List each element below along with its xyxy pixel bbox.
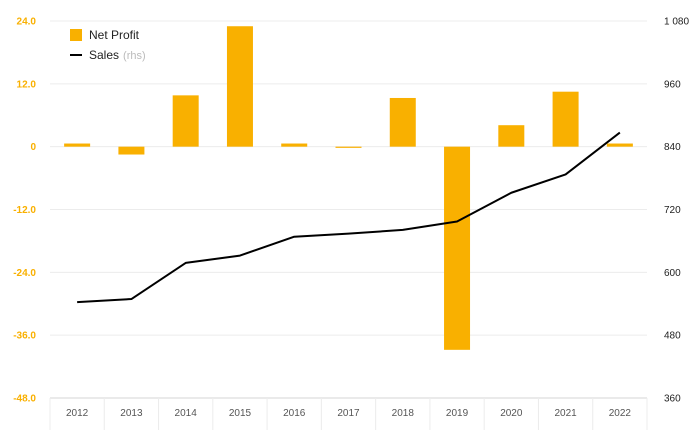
grid-lines: [50, 20, 647, 399]
bar: [389, 97, 416, 147]
right-tick-label: 600: [664, 268, 681, 279]
x-axis: 2012 2013 2014 2015 2016 2017 2018 2019 2020 2021…: [49, 398, 648, 430]
right-tick-label: 720: [664, 205, 681, 216]
right-tick-label: 360: [664, 394, 681, 405]
bar: [335, 146, 362, 148]
bar: [552, 91, 579, 147]
x-tick-label: 2019: [446, 408, 469, 419]
right-tick-label: 480: [664, 331, 681, 342]
bar: [118, 146, 145, 155]
right-tick-label: 840: [664, 142, 681, 153]
right-tick-label: 960: [664, 79, 681, 90]
right-tick-label: 1 080: [664, 17, 689, 28]
x-tick-label: 2015: [229, 408, 252, 419]
line-series-sales: [77, 131, 621, 304]
bar-series-net-profit: [64, 26, 633, 350]
x-tick-label: 2016: [283, 408, 306, 419]
left-tick-label: 24.0: [17, 17, 37, 28]
x-tick-label: 2012: [66, 408, 89, 419]
bar: [172, 95, 199, 147]
x-tick-label: 2013: [120, 408, 143, 419]
bar: [444, 146, 471, 350]
left-tick-label: 0: [30, 142, 36, 153]
right-axis: 1 080 960 840 720 600 480 360: [664, 17, 689, 405]
sales-line: [77, 131, 621, 304]
x-tick-label: 2017: [337, 408, 360, 419]
legend-swatch-net-profit: [70, 29, 82, 41]
left-tick-label: -36.0: [13, 331, 36, 342]
bar: [281, 143, 308, 147]
left-tick-label: 12.0: [17, 79, 37, 90]
x-tick-label: 2018: [392, 408, 415, 419]
left-axis: 24.0 12.0 0 -12.0 -24.0 -36.0 -48.0: [13, 17, 36, 405]
x-tick-label: 2020: [500, 408, 523, 419]
left-tick-label: -24.0: [13, 268, 36, 279]
legend-label-sales-name: Sales: [89, 48, 119, 62]
bar: [606, 143, 633, 147]
legend-label-sales-suffix: (rhs): [123, 50, 146, 62]
x-tick-label: 2021: [554, 408, 577, 419]
left-tick-label: -48.0: [13, 394, 36, 405]
legend-label-sales: Sales (rhs): [89, 48, 146, 62]
x-tick-label: 2014: [175, 408, 198, 419]
legend: Net Profit Sales (rhs): [70, 28, 146, 62]
bar: [226, 26, 253, 147]
legend-label-net-profit: Net Profit: [89, 28, 140, 42]
x-tick-label: 2022: [609, 408, 632, 419]
bar: [498, 125, 525, 147]
left-tick-label: -12.0: [13, 205, 36, 216]
bar: [64, 143, 91, 147]
